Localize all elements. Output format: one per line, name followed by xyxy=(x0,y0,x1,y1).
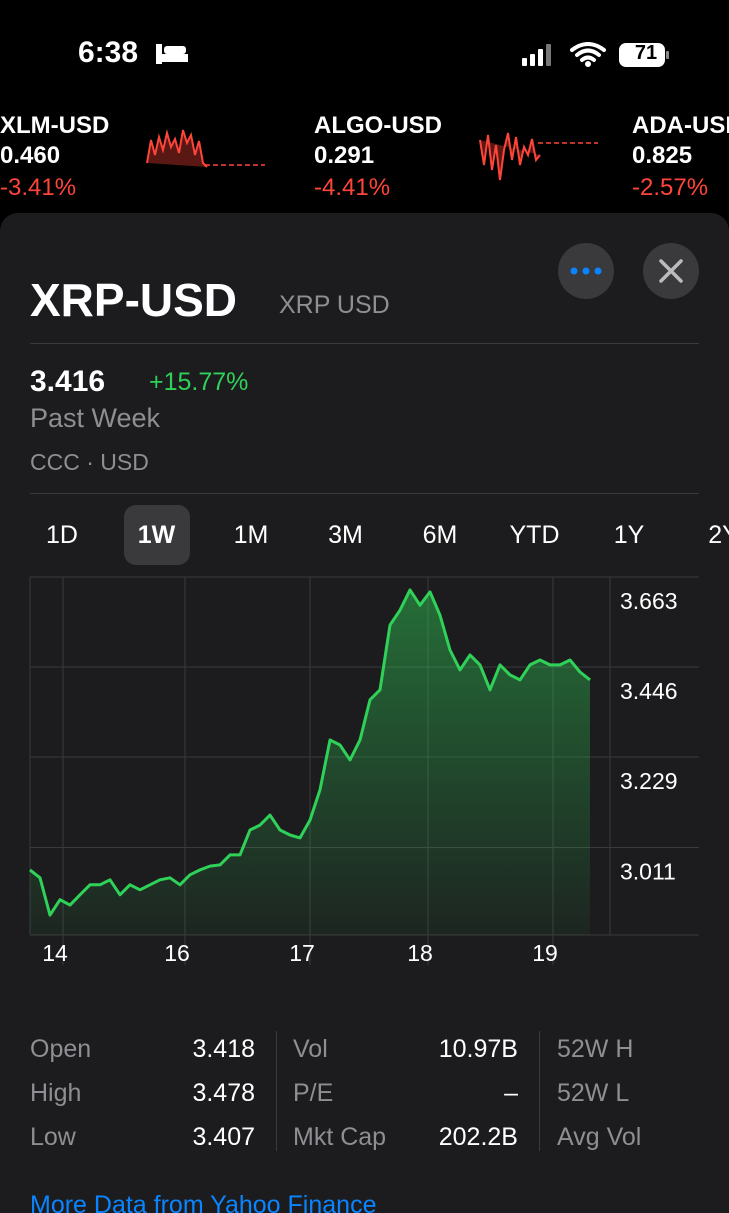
y-tick-label: 3.229 xyxy=(620,768,678,794)
stat-value: 3.478 xyxy=(192,1079,255,1108)
stat-label: High xyxy=(30,1079,81,1108)
stat-label: P/E xyxy=(293,1079,333,1108)
ticker-change: -3.41% xyxy=(0,174,76,202)
stat-value: 202.2B xyxy=(439,1123,518,1152)
stat-label: Open xyxy=(30,1035,91,1064)
price: 3.416 xyxy=(30,365,105,399)
stat-value: 10.97B xyxy=(439,1035,518,1064)
stat-label: Vol xyxy=(293,1035,328,1064)
ticker-price: 0.460 xyxy=(0,142,60,170)
range-tab[interactable]: 3M xyxy=(313,505,379,565)
sparkline xyxy=(478,125,603,185)
y-tick-label: 3.446 xyxy=(620,678,678,704)
stat-value: – xyxy=(504,1079,518,1108)
x-tick-label: 17 xyxy=(289,940,315,966)
footer-link[interactable]: More Data from Yahoo Finance xyxy=(30,1191,376,1213)
battery-level: 71 xyxy=(627,42,665,65)
chart: 3.663 3.446 3.229 3.011 14 16 17 18 19 xyxy=(0,560,729,1000)
exchange: CCC · USD xyxy=(30,449,149,476)
range-tab[interactable]: YTD xyxy=(502,505,568,565)
range-tab[interactable]: 1M xyxy=(218,505,284,565)
ticker-change: -4.41% xyxy=(314,174,390,202)
y-tick-label: 3.663 xyxy=(620,588,678,614)
clock: 6:38 xyxy=(78,36,138,70)
change: +15.77% xyxy=(149,368,248,397)
range-tabs: 1D 1W 1M 3M 6M YTD 1Y 2Y xyxy=(0,505,729,565)
ticker-symbol: ADA-USD xyxy=(632,112,729,140)
stat-label: Avg Vol xyxy=(557,1123,641,1152)
ticker-change: -2.57% xyxy=(632,174,708,202)
stat-label: Low xyxy=(30,1123,76,1152)
sparkline xyxy=(145,125,270,185)
range-tab[interactable]: 1Y xyxy=(596,505,662,565)
range-tab[interactable]: 1W xyxy=(124,505,190,565)
sleep-icon xyxy=(155,40,189,66)
range-tab[interactable]: 2Y xyxy=(691,505,729,565)
symbol: XRP-USD xyxy=(30,273,237,327)
ticker-price: 0.291 xyxy=(314,142,374,170)
y-tick-label: 3.011 xyxy=(620,858,676,884)
stat-label: 52W L xyxy=(557,1079,629,1108)
sheet-buttons[interactable] xyxy=(558,243,703,303)
x-tick-label: 16 xyxy=(164,940,190,966)
x-tick-label: 19 xyxy=(532,940,558,966)
symbol-name: XRP USD xyxy=(279,291,390,320)
x-tick-label: 14 xyxy=(42,940,68,966)
range-tab[interactable]: 1D xyxy=(29,505,95,565)
stat-label: Mkt Cap xyxy=(293,1123,386,1152)
range-tab[interactable]: 6M xyxy=(407,505,473,565)
stat-value: 3.407 xyxy=(192,1123,255,1152)
ticker-symbol: XLM-USD xyxy=(0,112,109,140)
stat-value: 3.418 xyxy=(192,1035,255,1064)
period: Past Week xyxy=(30,403,160,434)
ticker-symbol: ALGO-USD xyxy=(314,112,442,140)
stat-label: 52W H xyxy=(557,1035,633,1064)
ticker-price: 0.825 xyxy=(632,142,692,170)
x-tick-label: 18 xyxy=(407,940,433,966)
